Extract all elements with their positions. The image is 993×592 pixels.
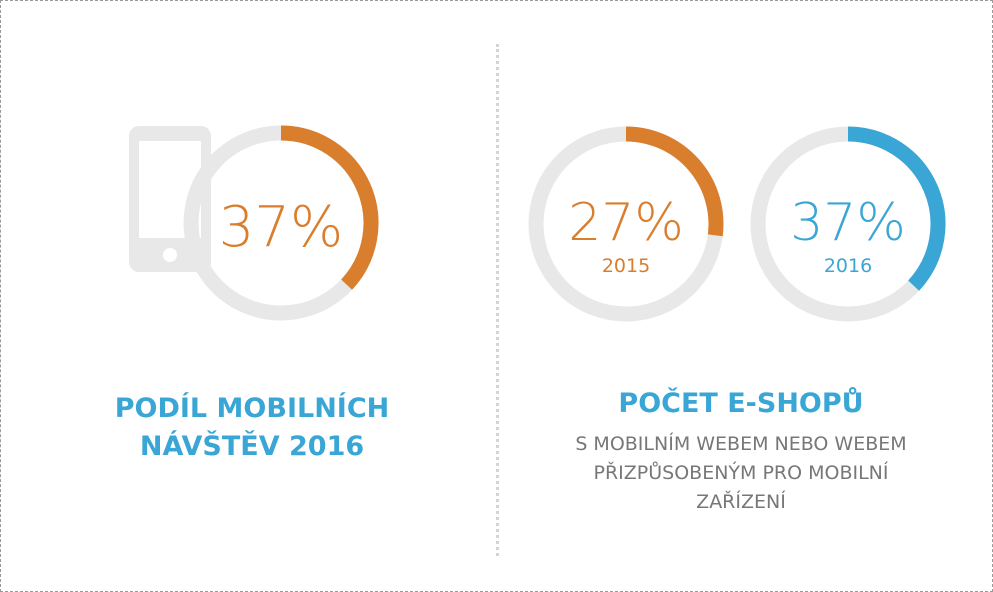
caption-line: NÁVŠTĚV 2016 bbox=[139, 431, 365, 462]
donut-eshops-2016: 37% 2016 bbox=[750, 126, 946, 322]
subtitle-line: S MOBILNÍM WEBEM NEBO WEBEM bbox=[575, 433, 907, 455]
caption-line: PODÍL MOBILNÍCH bbox=[114, 393, 390, 424]
donut-value-eshops-2015: 27% bbox=[568, 193, 684, 253]
mobile-visits-caption: PODÍL MOBILNÍCH NÁVŠTĚV 2016 bbox=[60, 390, 444, 466]
donut-year-2016: 2016 bbox=[824, 255, 872, 277]
donut-arc-eshops-2015 bbox=[625, 126, 724, 237]
donut-value-mobile-visits: 37% bbox=[219, 195, 343, 260]
donut-mobile-visits: 37% bbox=[183, 125, 379, 321]
subtitle-line: PŘIZPŮSOBENÝM PRO MOBILNÍ bbox=[593, 462, 889, 484]
subtitle-line: ZAŘÍZENÍ bbox=[696, 491, 786, 513]
donut-arc-mobile-visits bbox=[280, 125, 379, 290]
eshops-title: POČET E-SHOPŮ bbox=[618, 388, 864, 419]
donut-eshops-2015: 27% 2015 bbox=[528, 126, 724, 322]
donut-year-2015: 2015 bbox=[602, 255, 650, 277]
section-divider bbox=[496, 44, 499, 556]
eshops-subtitle: S MOBILNÍM WEBEM NEBO WEBEM PŘIZPŮSOBENÝ… bbox=[546, 430, 936, 517]
donut-value-eshops-2016: 37% bbox=[790, 193, 906, 253]
donut-arc-eshops-2016 bbox=[847, 126, 946, 291]
